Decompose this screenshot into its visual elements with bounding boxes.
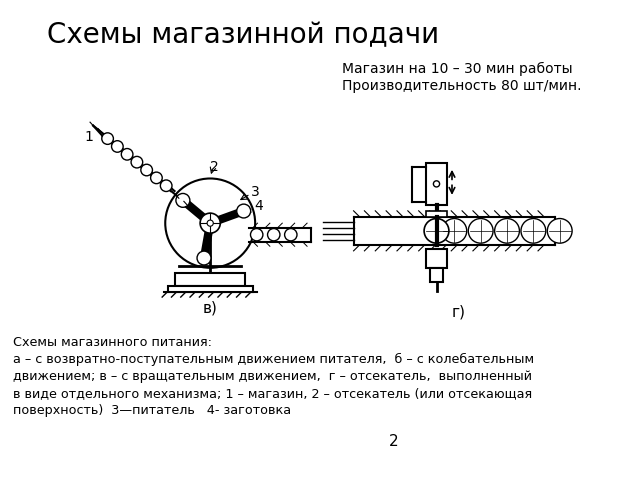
Bar [429, 268, 444, 282]
Circle shape [102, 133, 113, 144]
Circle shape [165, 179, 255, 268]
Text: в): в) [203, 301, 218, 316]
Text: г): г) [451, 305, 465, 320]
Circle shape [197, 251, 211, 265]
Text: 1: 1 [84, 130, 93, 144]
Text: Схемы магазинной подачи: Схемы магазинной подачи [47, 22, 439, 49]
Circle shape [250, 228, 263, 241]
Text: 2: 2 [210, 160, 218, 174]
Text: 2: 2 [388, 434, 399, 449]
Text: 4: 4 [254, 199, 262, 213]
Text: Магазин на 10 – 30 мин работы
Производительность 80 шт/мин.: Магазин на 10 – 30 мин работы Производит… [342, 62, 582, 93]
Circle shape [131, 156, 143, 168]
Bar [426, 249, 447, 268]
Text: 3: 3 [251, 185, 260, 199]
Bar [426, 211, 447, 217]
Circle shape [207, 220, 213, 226]
Circle shape [495, 218, 520, 243]
Circle shape [442, 218, 467, 243]
Circle shape [468, 218, 493, 243]
Circle shape [547, 218, 572, 243]
Bar [426, 163, 447, 205]
Circle shape [161, 180, 172, 192]
Circle shape [424, 218, 449, 243]
Circle shape [237, 204, 251, 218]
Circle shape [285, 228, 297, 241]
Circle shape [150, 172, 162, 184]
Circle shape [433, 181, 440, 187]
Bar [175, 273, 245, 286]
Bar [168, 286, 253, 292]
Circle shape [176, 193, 190, 207]
Circle shape [200, 213, 220, 233]
Circle shape [122, 148, 133, 160]
Text: Схемы магазинного питания:
а – с возвратно-поступательным движением питателя,  б: Схемы магазинного питания: а – с возврат… [13, 336, 534, 417]
Circle shape [111, 141, 123, 152]
Circle shape [521, 218, 546, 243]
Circle shape [141, 164, 152, 176]
Circle shape [268, 228, 280, 241]
